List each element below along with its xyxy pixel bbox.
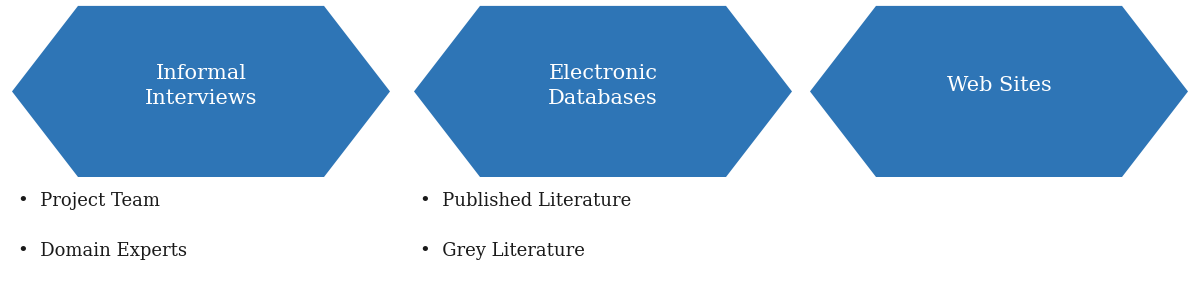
- Text: •  Grey Literature: • Grey Literature: [420, 242, 584, 260]
- Text: •  Domain Experts: • Domain Experts: [18, 242, 187, 260]
- Text: •  Published Literature: • Published Literature: [420, 191, 631, 210]
- Text: Web Sites: Web Sites: [947, 76, 1051, 95]
- Polygon shape: [414, 6, 792, 177]
- Text: Informal
Interviews: Informal Interviews: [145, 63, 257, 108]
- Text: •  Project Team: • Project Team: [18, 191, 160, 210]
- Polygon shape: [12, 6, 390, 177]
- Polygon shape: [810, 6, 1188, 177]
- Text: Electronic
Databases: Electronic Databases: [548, 63, 658, 108]
